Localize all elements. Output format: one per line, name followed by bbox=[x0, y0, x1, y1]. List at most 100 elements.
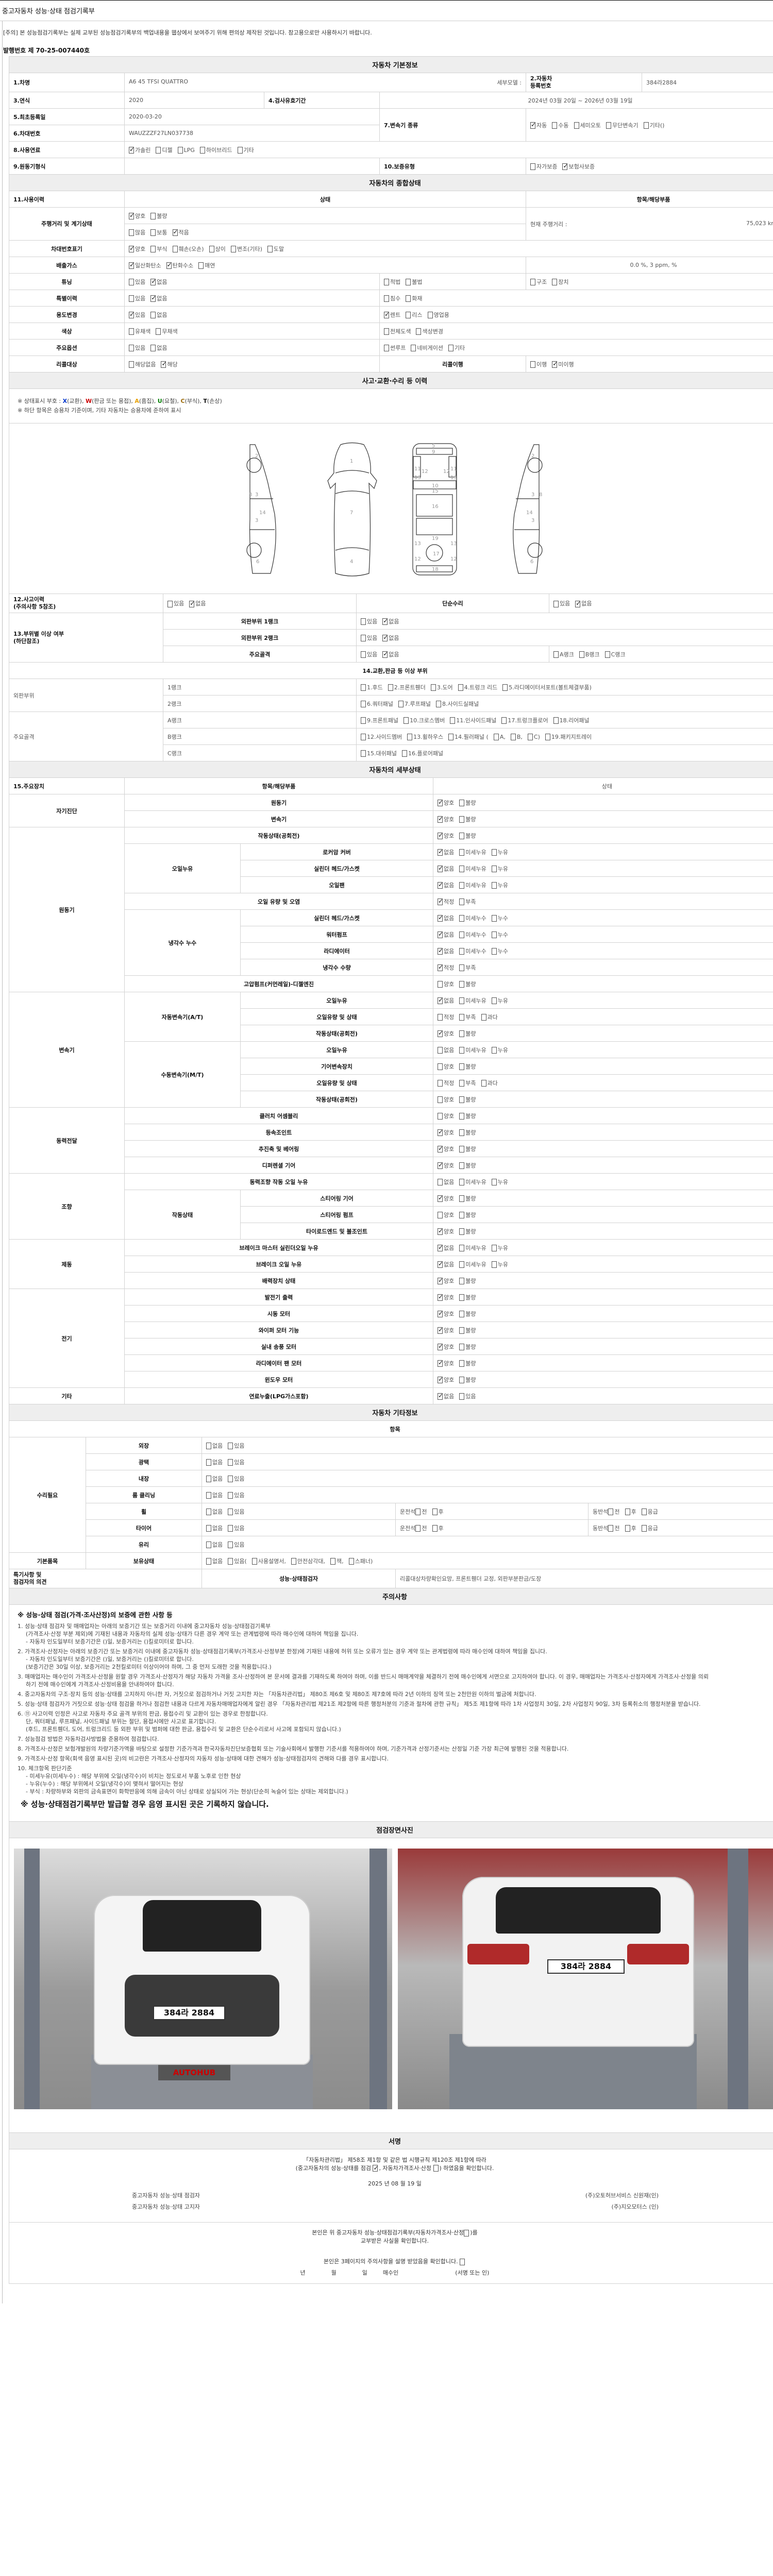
checkbox[interactable] bbox=[430, 684, 436, 691]
checkbox-option[interactable]: 전 bbox=[608, 1524, 620, 1532]
checkbox[interactable] bbox=[604, 651, 610, 658]
checkbox-checked[interactable] bbox=[438, 1326, 443, 1334]
checkbox-option[interactable]: 양호 bbox=[438, 1194, 454, 1202]
checkbox-option[interactable]: 불량 bbox=[459, 1029, 476, 1038]
checkbox-checked[interactable] bbox=[438, 815, 443, 823]
checkbox-option[interactable]: 있음( bbox=[228, 1557, 247, 1565]
checkbox-option[interactable]: 있음 bbox=[228, 1475, 245, 1483]
checkbox-option[interactable]: 불량 bbox=[459, 1062, 476, 1071]
checkbox[interactable] bbox=[198, 262, 204, 269]
checkbox[interactable] bbox=[228, 1525, 233, 1532]
checkbox[interactable] bbox=[177, 147, 183, 154]
checkbox[interactable] bbox=[625, 1525, 630, 1532]
checkbox-option[interactable]: 없음 bbox=[438, 1260, 454, 1268]
checkbox[interactable] bbox=[129, 229, 134, 236]
checkbox-option[interactable]: 양호 bbox=[438, 1310, 454, 1318]
checkbox-option[interactable]: 양호 bbox=[438, 1343, 454, 1351]
checkbox-option[interactable]: 12.사이드멤버 bbox=[361, 733, 402, 741]
checkbox[interactable] bbox=[384, 345, 389, 351]
checkbox[interactable] bbox=[206, 1443, 211, 1449]
checkbox-option[interactable]: 누유 bbox=[491, 1244, 508, 1252]
checkbox-option[interactable]: LPG bbox=[177, 147, 195, 154]
checkbox-option[interactable]: 불량 bbox=[459, 1326, 476, 1334]
checkbox[interactable] bbox=[129, 328, 134, 335]
checkbox-option[interactable]: 없음 bbox=[206, 1540, 223, 1549]
checkbox-checked[interactable] bbox=[438, 1161, 443, 1169]
checkbox-option[interactable]: 있음 bbox=[361, 650, 377, 658]
checkbox[interactable] bbox=[459, 1146, 465, 1153]
checkbox-checked[interactable] bbox=[129, 311, 135, 318]
checkbox-checked[interactable] bbox=[552, 360, 558, 368]
checkbox-checked[interactable] bbox=[438, 1029, 443, 1037]
checkbox[interactable] bbox=[361, 734, 366, 740]
checkbox-option[interactable]: 적정 bbox=[438, 963, 454, 972]
checkbox-option[interactable]: 부족 bbox=[459, 1079, 476, 1087]
checkbox[interactable] bbox=[267, 246, 273, 252]
checkbox-option[interactable]: 상이 bbox=[209, 245, 226, 253]
checkbox-option[interactable]: 미세누유 bbox=[459, 996, 486, 1005]
checkbox-option[interactable]: 없음 bbox=[438, 930, 454, 939]
checkbox-option[interactable]: 누유 bbox=[491, 1260, 508, 1268]
checkbox-option[interactable]: 미세누유 bbox=[459, 1178, 486, 1186]
checkbox-option[interactable]: 4.트렁크 리드 bbox=[458, 683, 497, 691]
checkbox[interactable] bbox=[491, 915, 497, 922]
checkbox[interactable] bbox=[502, 684, 508, 691]
checkbox-option[interactable]: 후 bbox=[432, 1507, 444, 1516]
checkbox[interactable] bbox=[459, 981, 465, 988]
checkbox[interactable] bbox=[228, 1509, 233, 1515]
checkbox-option[interactable]: B랭크 bbox=[579, 650, 600, 658]
checkbox[interactable] bbox=[491, 1245, 497, 1251]
checkbox[interactable] bbox=[129, 279, 134, 285]
checkbox-option[interactable]: 전 bbox=[608, 1507, 620, 1516]
checkbox-checked[interactable] bbox=[438, 1244, 443, 1251]
checkbox[interactable] bbox=[552, 122, 558, 129]
checkbox-option[interactable]: 6.쿼터패널 bbox=[361, 700, 393, 708]
checkbox-option[interactable]: 없음 bbox=[438, 947, 454, 955]
checkbox-option[interactable]: 불량 bbox=[459, 1310, 476, 1318]
checkbox-option[interactable]: 보험사보증 bbox=[562, 162, 595, 171]
checkbox-checked[interactable] bbox=[438, 1359, 443, 1367]
checkbox[interactable] bbox=[398, 701, 404, 707]
checkbox[interactable] bbox=[438, 1063, 443, 1070]
checkbox[interactable] bbox=[459, 1030, 465, 1037]
checkbox-option[interactable]: 가솔린 bbox=[129, 146, 150, 154]
checkbox-option[interactable]: 양호 bbox=[438, 1326, 454, 1334]
checkbox[interactable] bbox=[156, 147, 161, 154]
checkbox-option[interactable]: 없음 bbox=[438, 865, 454, 873]
checkbox[interactable] bbox=[438, 1179, 443, 1185]
checkbox-option[interactable]: 불량 bbox=[459, 1343, 476, 1351]
checkbox[interactable] bbox=[491, 866, 497, 872]
checkbox-checked[interactable] bbox=[129, 212, 135, 219]
checkbox[interactable] bbox=[545, 734, 550, 740]
checkbox-option[interactable]: 불량 bbox=[459, 799, 476, 807]
checkbox-option[interactable]: 있음 bbox=[228, 1524, 245, 1532]
checkbox-option[interactable]: 누유 bbox=[491, 865, 508, 873]
checkbox-option[interactable]: 없음 bbox=[382, 634, 399, 642]
checkbox-option[interactable]: 있음 bbox=[129, 344, 145, 352]
checkbox-option[interactable]: 17.트렁크플로어 bbox=[501, 716, 548, 724]
explain-checkbox[interactable] bbox=[460, 2258, 465, 2265]
checkbox[interactable] bbox=[416, 328, 422, 335]
checkbox-checked[interactable] bbox=[129, 245, 135, 252]
checkbox[interactable] bbox=[404, 717, 409, 724]
checkbox-option[interactable]: 없음 bbox=[438, 914, 454, 922]
checkbox-option[interactable]: 불량 bbox=[459, 1211, 476, 1219]
checkbox[interactable] bbox=[459, 800, 465, 806]
checkbox-option[interactable]: 훼손(오손) bbox=[172, 245, 204, 253]
checkbox[interactable] bbox=[206, 1509, 211, 1515]
checkbox-option[interactable]: 불법 bbox=[406, 278, 423, 286]
checkbox[interactable] bbox=[150, 312, 156, 318]
checkbox[interactable] bbox=[206, 1558, 211, 1565]
checkbox[interactable] bbox=[459, 1195, 465, 1202]
checkbox[interactable] bbox=[406, 312, 411, 318]
checkbox[interactable] bbox=[172, 246, 178, 252]
checkbox-option[interactable]: 없음 bbox=[206, 1491, 223, 1499]
checkbox-option[interactable]: 누수 bbox=[491, 914, 508, 922]
checkbox-checked[interactable] bbox=[438, 1310, 443, 1317]
checkbox[interactable] bbox=[459, 899, 465, 905]
checkbox[interactable] bbox=[459, 1360, 465, 1367]
checkbox-option[interactable]: C랭크 bbox=[604, 650, 625, 658]
checkbox[interactable] bbox=[388, 684, 393, 691]
checkbox-option[interactable]: 적정 bbox=[438, 1079, 454, 1087]
checkbox-option[interactable]: 양호 bbox=[438, 1211, 454, 1219]
